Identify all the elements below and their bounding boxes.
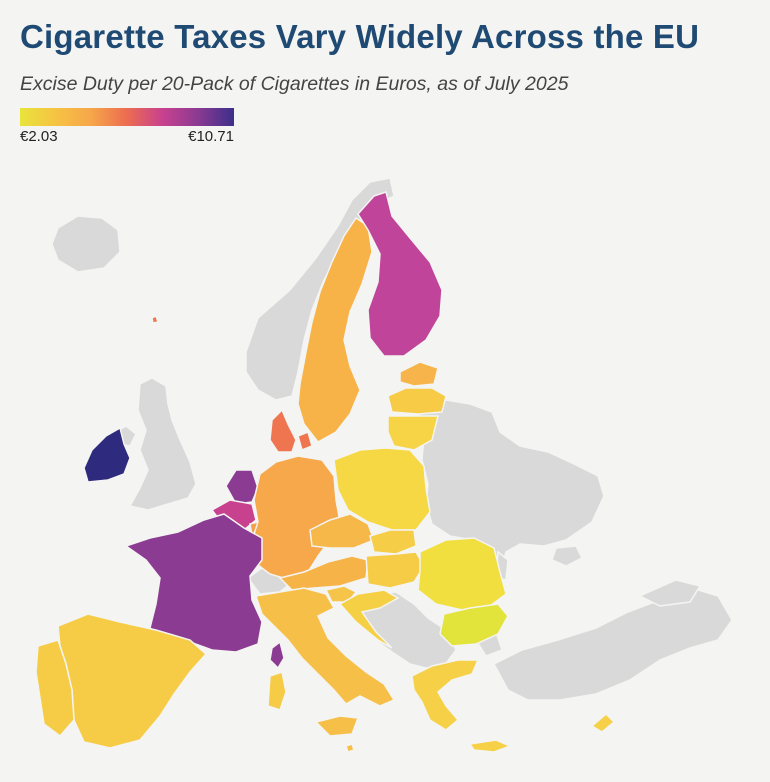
romania — [417, 537, 507, 611]
eu-countries — [35, 191, 616, 753]
faroe-dot — [151, 314, 159, 324]
latvia — [387, 387, 447, 415]
finland — [357, 191, 443, 357]
legend-min-label: €2.03 — [20, 128, 58, 145]
lithuania — [387, 415, 439, 451]
portugal — [35, 639, 75, 738]
legend-max-label: €10.71 — [188, 128, 234, 145]
denmark-zealand — [297, 430, 313, 452]
greece — [411, 659, 480, 731]
turkey — [492, 587, 733, 701]
france — [124, 513, 263, 653]
denmark — [269, 408, 297, 453]
iceland — [51, 215, 121, 273]
great-britain — [128, 377, 197, 511]
germany — [251, 455, 341, 581]
estonia — [399, 361, 439, 387]
map-title: Cigarette Taxes Vary Widely Across the E… — [20, 18, 700, 55]
poland — [333, 447, 431, 531]
map-subtitle: Excise Duty per 20-Pack of Cigarettes in… — [20, 73, 569, 95]
hungary — [365, 551, 425, 589]
netherlands — [225, 469, 259, 505]
corsica — [269, 640, 285, 670]
sardinia — [267, 671, 287, 711]
crimea — [551, 545, 584, 567]
legend-gradient-bar — [20, 108, 234, 126]
cyprus — [590, 712, 616, 733]
malta — [345, 743, 355, 753]
crete — [468, 739, 513, 753]
balkans — [344, 591, 457, 669]
sweden — [297, 216, 373, 443]
caucasus — [638, 579, 702, 607]
color-legend: €2.03 €10.71 — [20, 108, 234, 145]
sicily — [314, 715, 360, 737]
ireland — [83, 426, 131, 483]
croatia — [338, 589, 400, 649]
non-eu-countries — [51, 177, 733, 701]
slovakia — [369, 529, 417, 555]
italy — [255, 587, 396, 707]
bulgaria — [439, 603, 509, 647]
